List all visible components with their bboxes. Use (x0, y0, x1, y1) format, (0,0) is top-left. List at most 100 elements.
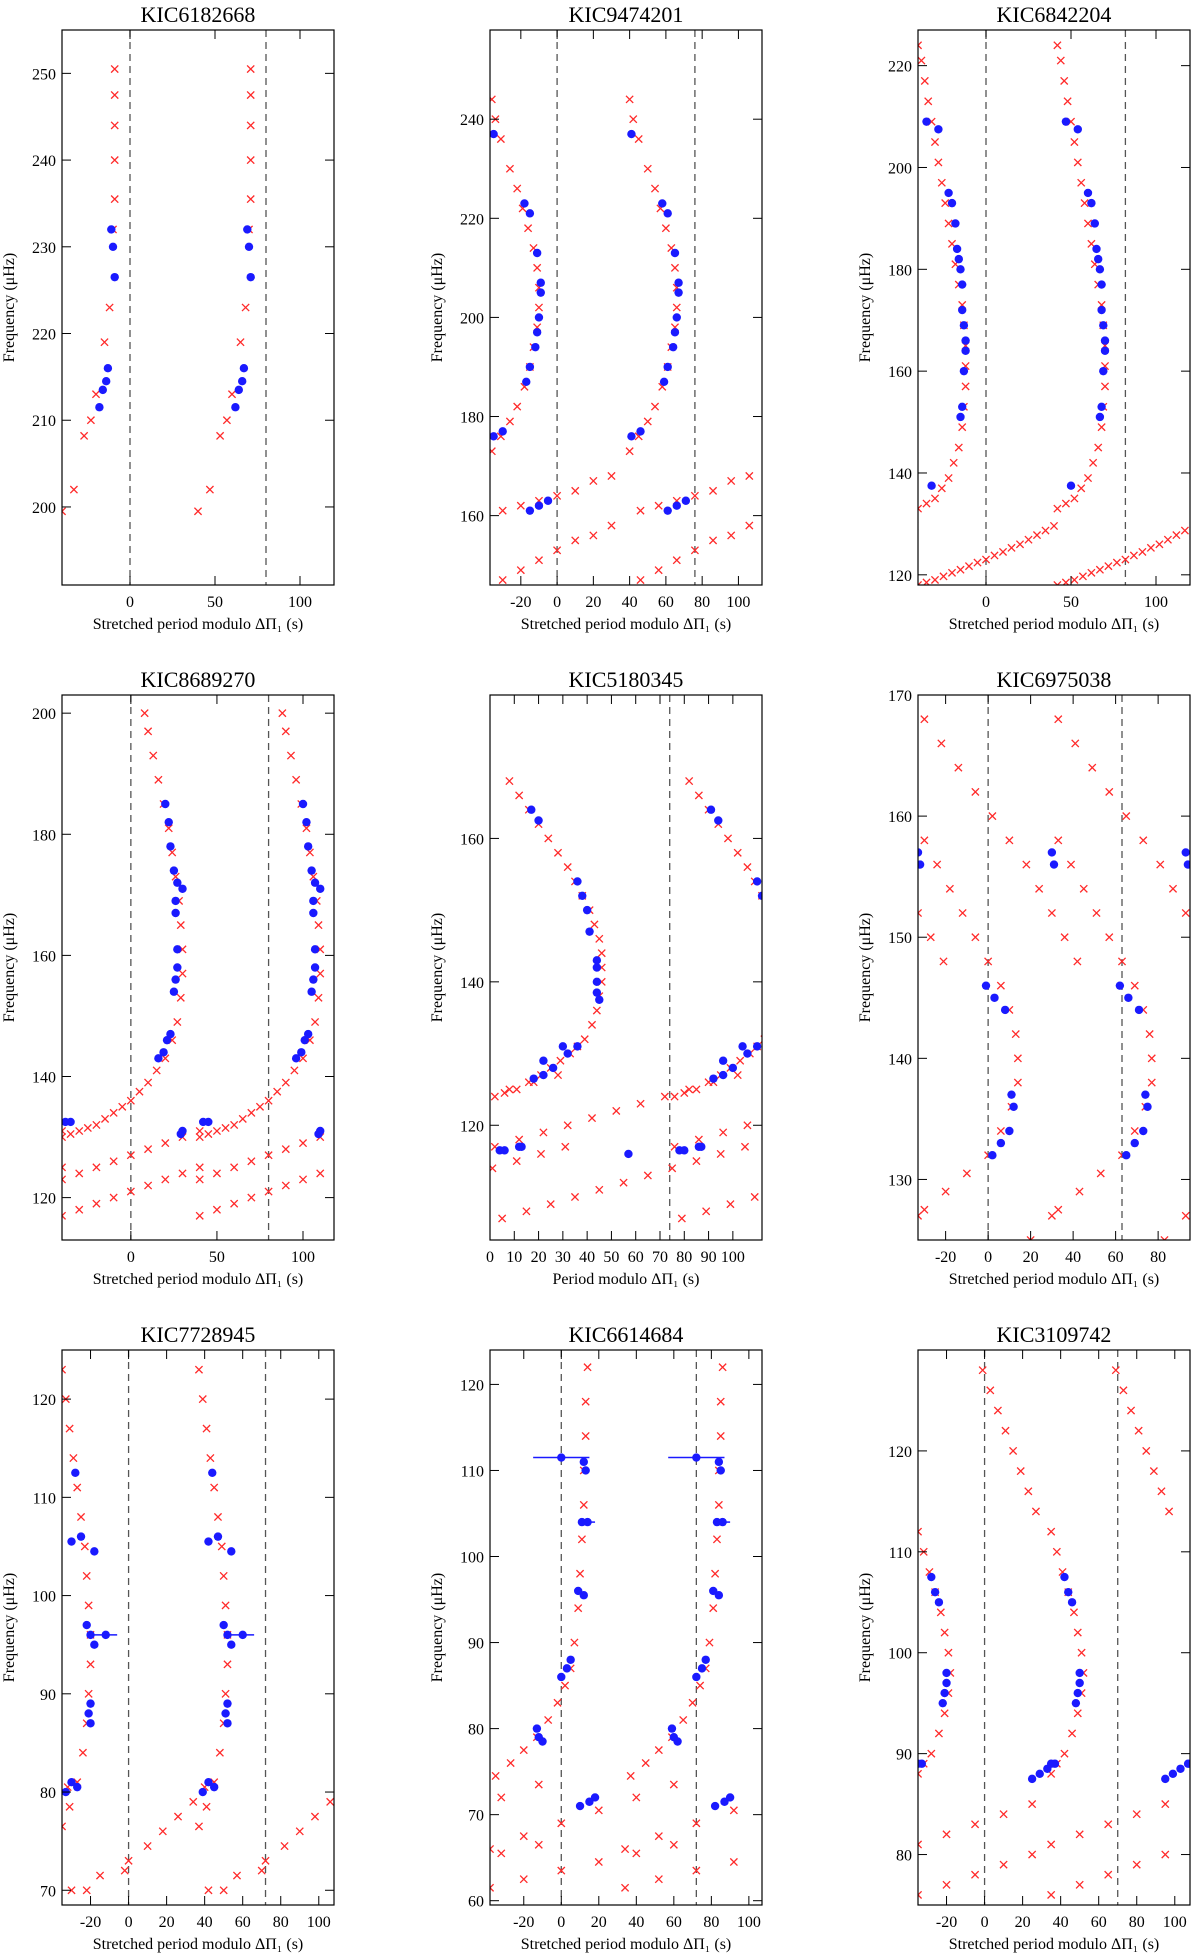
observed-dot-marker (310, 963, 320, 972)
model-cross-marker (607, 521, 616, 530)
model-cross-marker (990, 551, 999, 560)
model-cross-marker (217, 1542, 226, 1551)
model-cross-marker (956, 565, 965, 574)
model-cross-marker (621, 1883, 630, 1892)
y-axis-label: Frequency (μHz) (1, 913, 18, 1022)
model-cross-marker (594, 1857, 603, 1867)
y-tick-label: 130 (888, 1172, 912, 1189)
observed-dot-marker (701, 1655, 710, 1664)
model-cross-marker (513, 184, 522, 193)
plot-area (490, 1350, 738, 1905)
y-tick-label: 150 (888, 930, 912, 947)
observed-dot-marker (981, 981, 991, 990)
x-tick-label: 50 (603, 1249, 619, 1266)
observed-dot-marker (681, 496, 691, 505)
model-cross-marker (918, 41, 923, 50)
observed-dot-marker (728, 1063, 738, 1073)
observed-dot-marker (1100, 346, 1110, 355)
model-cross-marker (921, 1358, 928, 1365)
model-cross-marker (954, 443, 963, 452)
model-cross-marker (124, 1856, 133, 1865)
y-tick-label: 220 (460, 211, 484, 228)
observed-dot-marker (90, 1547, 99, 1556)
x-tick-label: 80 (703, 1914, 719, 1931)
model-cross-marker (750, 1192, 759, 1202)
model-cross-marker (940, 1709, 949, 1718)
model-cross-marker (587, 1020, 597, 1029)
x-tick-label: 100 (291, 1249, 315, 1266)
model-cross-marker (1026, 1235, 1035, 1240)
panel-title: KIC6975038 (997, 667, 1112, 692)
observed-dot-marker (531, 342, 540, 352)
model-cross-marker (198, 1395, 207, 1404)
model-cross-marker (100, 338, 109, 347)
x-tick-label: 60 (628, 1249, 644, 1266)
panel-title: KIC7728945 (141, 1322, 256, 1347)
model-cross-marker (670, 263, 680, 272)
model-cross-marker (971, 1820, 980, 1829)
observed-dot-marker (103, 364, 113, 373)
model-cross-marker (1073, 1628, 1082, 1637)
observed-dot-marker (176, 1129, 185, 1139)
observed-dot-marker (1181, 848, 1190, 857)
model-cross-marker (918, 504, 923, 513)
model-cross-marker (1073, 957, 1082, 966)
panel-4: KIC8689270 0 50 100 120 140 160 180 200 Stretched… (1, 667, 335, 1288)
model-cross-marker (733, 848, 742, 857)
model-cross-marker (161, 1139, 170, 1148)
model-cross-marker (512, 1085, 521, 1094)
model-cross-marker (519, 1875, 528, 1884)
model-cross-marker (1028, 1800, 1037, 1809)
observed-dot-marker (592, 988, 602, 997)
model-cross-marker (581, 1431, 590, 1441)
y-tick-label: 160 (460, 509, 484, 526)
model-cross-marker (711, 1569, 720, 1578)
y-tick-label: 70 (468, 1808, 484, 1825)
observed-dot-marker (534, 816, 543, 825)
observed-dot-marker (238, 377, 247, 386)
panel-9: KIC3109742 -20 0 20 40 60 80 100 80 90 100 110 120 St… (857, 1322, 1191, 1953)
y-tick-label: 160 (32, 948, 56, 965)
model-cross-marker (553, 1698, 562, 1707)
observed-dot-marker (490, 432, 498, 441)
model-cross-marker (669, 1840, 678, 1849)
model-cross-marker (1047, 1527, 1056, 1536)
observed-dot-marker (490, 129, 498, 139)
model-cross-marker (292, 775, 301, 784)
model-cross-marker (490, 447, 496, 456)
model-cross-marker (62, 1211, 67, 1220)
model-cross-marker (1083, 474, 1093, 483)
model-cross-marker (75, 1205, 84, 1214)
model-cross-marker (1028, 1850, 1037, 1859)
observed-dot-marker (1087, 198, 1096, 208)
model-cross-marker (490, 1092, 499, 1101)
model-cross-marker (719, 1128, 728, 1137)
y-tick-label: 140 (32, 1070, 56, 1087)
x-tick-label: 80 (694, 594, 710, 611)
model-cross-marker (1053, 504, 1062, 513)
observed-dot-marker (1097, 305, 1106, 315)
observed-dot-marker (958, 280, 967, 289)
observed-dot-marker (670, 248, 680, 258)
model-cross-marker (92, 1163, 101, 1172)
model-cross-marker (316, 1169, 325, 1178)
model-cross-marker (149, 751, 158, 760)
model-cross-marker (161, 1175, 170, 1184)
model-cross-marker (1149, 1467, 1158, 1476)
plot-area (490, 30, 754, 585)
observed-dot-marker (169, 987, 179, 996)
model-cross-marker (920, 715, 929, 724)
observed-dot-marker (592, 977, 602, 987)
model-cross-marker (1054, 1205, 1063, 1214)
model-cross-marker (118, 1102, 127, 1111)
observed-dot-marker (1095, 265, 1105, 274)
y-axis-label: Frequency (μHz) (429, 1573, 446, 1682)
observed-dot-marker (562, 1664, 572, 1673)
model-cross-marker (1009, 1446, 1018, 1455)
model-cross-marker (519, 1746, 528, 1755)
model-cross-marker (164, 824, 173, 833)
model-cross-marker (571, 486, 580, 495)
model-cross-marker (949, 458, 958, 467)
x-tick-label: 90 (701, 1249, 717, 1266)
model-cross-marker (219, 1571, 228, 1580)
